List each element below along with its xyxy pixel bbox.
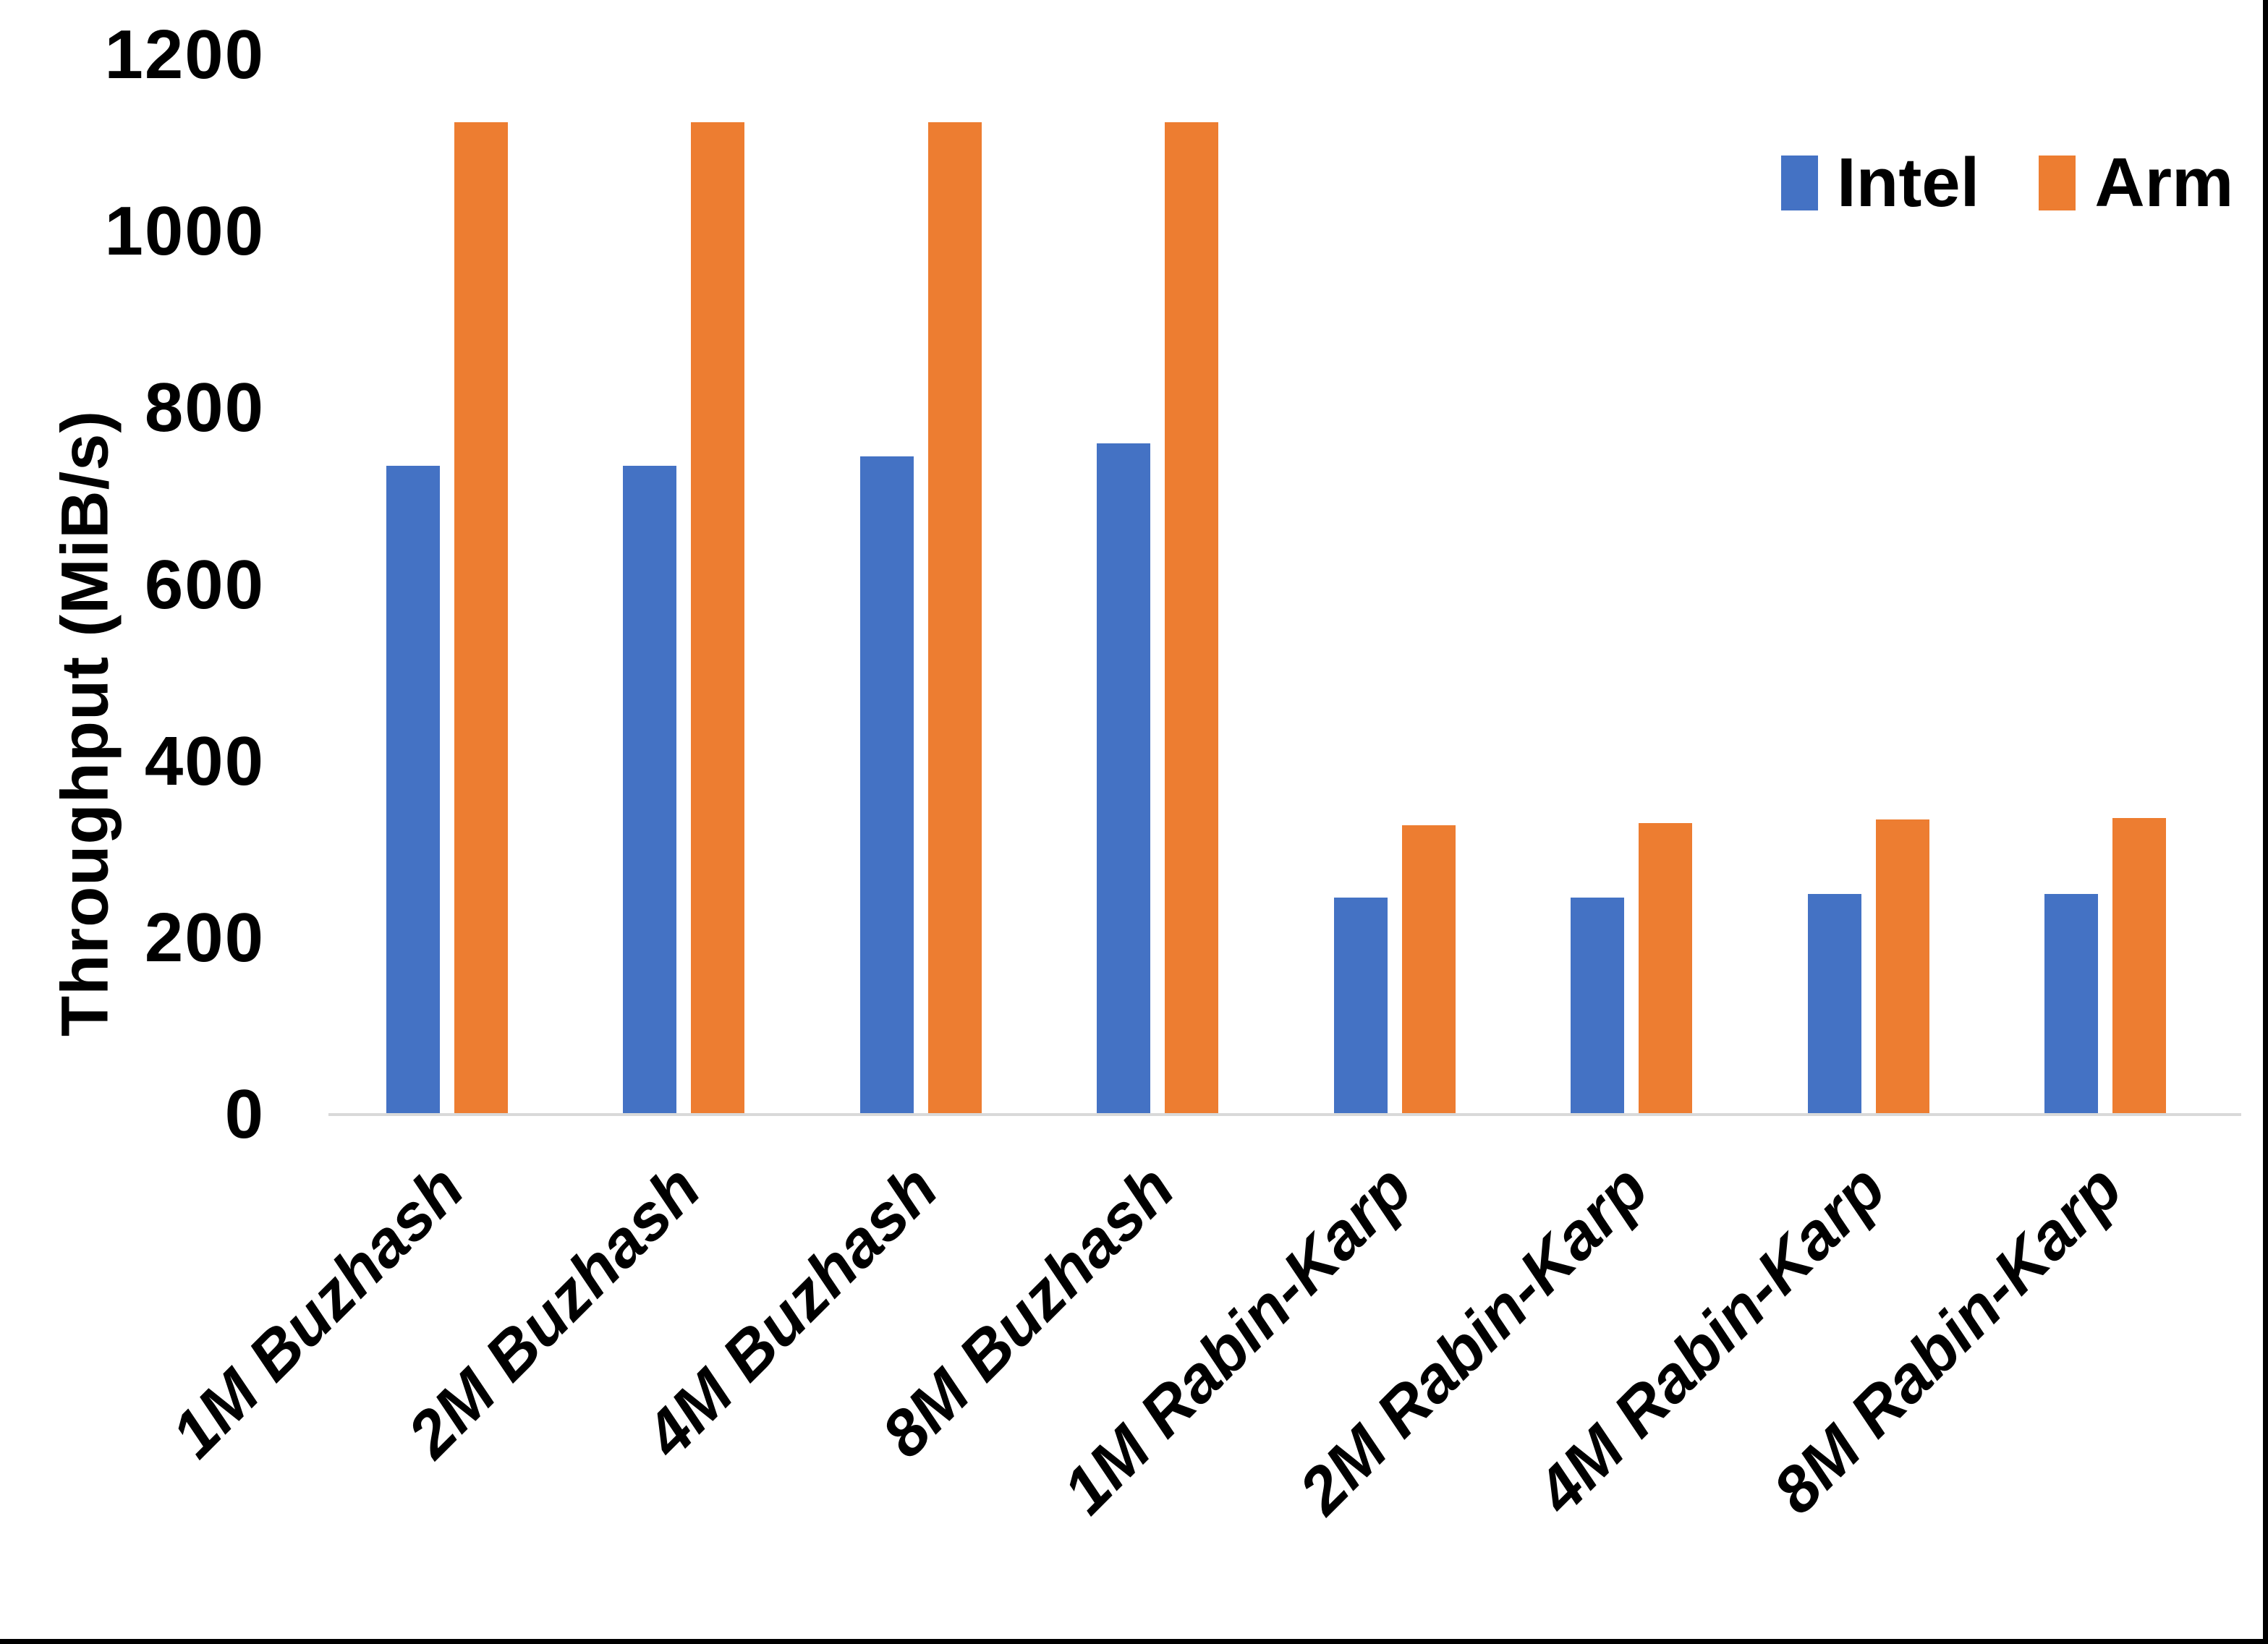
bar-arm-4 [1165,122,1219,1115]
y-tick-label: 800 [144,369,265,447]
y-tick-label: 1200 [104,16,265,93]
y-tick-label: 600 [144,545,265,623]
bar-intel-6 [1571,897,1625,1115]
bar-arm-3 [927,122,982,1115]
bar-arm-7 [1875,819,1929,1115]
window-border-bottom [0,1639,2268,1644]
legend: Intel Arm [1781,129,2233,237]
bar-arm-6 [1639,823,1693,1115]
x-axis-line [328,1113,2241,1116]
legend-label-intel: Intel [1837,144,1980,221]
legend-swatch-intel [1781,156,1818,210]
legend-swatch-arm [2039,156,2076,210]
bar-arm-5 [1401,825,1456,1115]
y-tick-label: 200 [144,898,265,976]
legend-label-arm: Arm [2094,144,2234,221]
bar-intel-8 [2044,893,2099,1115]
bar-intel-1 [386,465,440,1115]
bar-intel-7 [1807,893,1861,1115]
bar-intel-2 [623,465,677,1115]
bar-intel-5 [1333,897,1388,1115]
bar-arm-8 [2112,817,2167,1115]
window-border-right [2263,0,2268,1644]
bar-arm-2 [691,122,745,1115]
bar-intel-3 [859,456,914,1115]
y-tick-label: 1000 [104,192,265,271]
y-tick-label: 400 [144,722,265,800]
bar-arm-1 [454,122,508,1115]
y-tick-label: 0 [224,1076,265,1153]
bar-intel-4 [1097,443,1151,1115]
